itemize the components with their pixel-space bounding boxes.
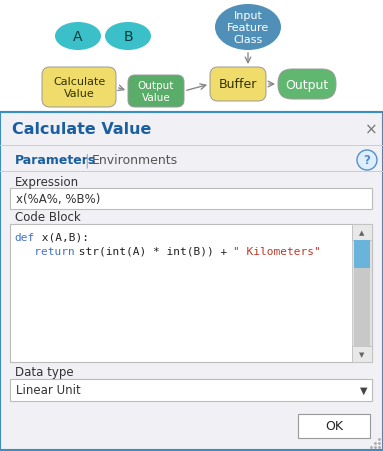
Text: Output: Output — [285, 78, 329, 91]
Text: x(%A%, %B%): x(%A%, %B%) — [16, 193, 100, 206]
Text: OK: OK — [325, 419, 343, 433]
FancyBboxPatch shape — [352, 225, 372, 240]
FancyBboxPatch shape — [10, 189, 372, 210]
FancyBboxPatch shape — [354, 268, 370, 346]
Text: Calculate Value: Calculate Value — [12, 122, 151, 137]
Text: def: def — [14, 232, 34, 243]
FancyBboxPatch shape — [0, 113, 383, 451]
Text: Input
Feature
Class: Input Feature Class — [227, 11, 269, 45]
Text: Data type: Data type — [15, 366, 74, 379]
FancyBboxPatch shape — [352, 225, 372, 362]
FancyBboxPatch shape — [210, 68, 266, 102]
FancyBboxPatch shape — [354, 240, 370, 268]
Text: ?: ? — [363, 154, 370, 167]
Text: return: return — [14, 246, 75, 257]
FancyBboxPatch shape — [128, 76, 184, 108]
Ellipse shape — [215, 5, 281, 51]
FancyBboxPatch shape — [42, 68, 116, 108]
Text: x(A,B):: x(A,B): — [35, 232, 89, 243]
Text: Parameters: Parameters — [15, 154, 96, 167]
Text: A: A — [73, 30, 83, 44]
FancyBboxPatch shape — [352, 346, 372, 362]
Text: ▼: ▼ — [360, 385, 368, 395]
Text: Output
Value: Output Value — [138, 81, 174, 102]
Text: Environments: Environments — [92, 154, 178, 167]
FancyBboxPatch shape — [278, 70, 336, 100]
Text: ×: × — [365, 122, 377, 137]
FancyBboxPatch shape — [10, 379, 372, 401]
Text: B: B — [123, 30, 133, 44]
Text: Buffer: Buffer — [219, 78, 257, 91]
Text: Expression: Expression — [15, 176, 79, 189]
Ellipse shape — [55, 23, 101, 51]
Circle shape — [357, 151, 377, 170]
Text: Linear Unit: Linear Unit — [16, 384, 81, 396]
Text: Code Block: Code Block — [15, 211, 81, 224]
FancyBboxPatch shape — [10, 225, 372, 362]
Text: str(int(A) * int(B)) +: str(int(A) * int(B)) + — [72, 246, 234, 257]
FancyBboxPatch shape — [298, 414, 370, 438]
Text: " Kilometers": " Kilometers" — [233, 246, 321, 257]
Text: Calculate
Value: Calculate Value — [53, 77, 105, 99]
Text: ▲: ▲ — [359, 230, 365, 235]
Text: |: | — [84, 153, 88, 168]
Ellipse shape — [105, 23, 151, 51]
Text: ▼: ▼ — [359, 351, 365, 357]
